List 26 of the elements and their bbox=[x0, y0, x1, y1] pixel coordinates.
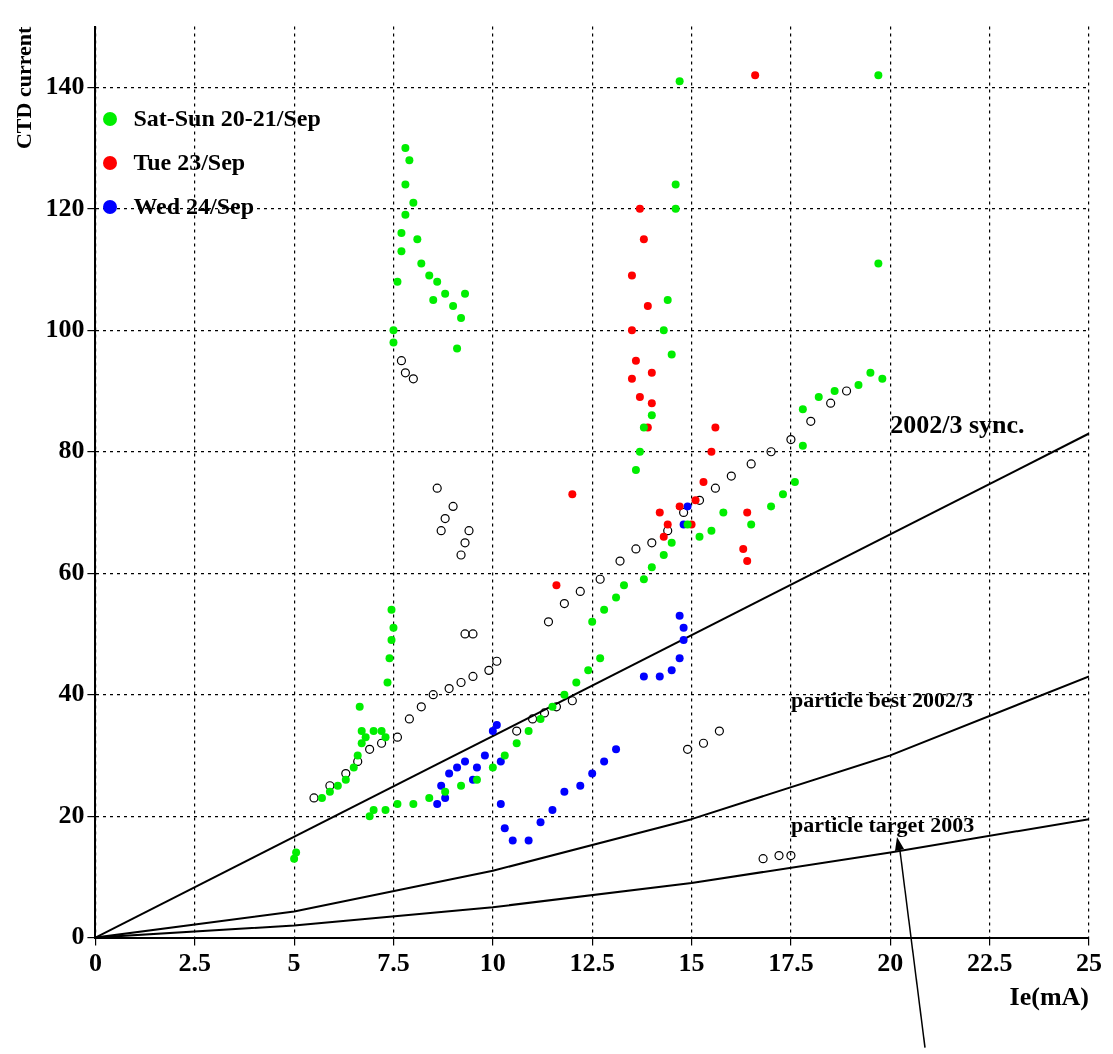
x-tick-label: 17.5 bbox=[768, 947, 814, 977]
annotation: particle best 2002/3 bbox=[790, 687, 974, 713]
legend-label: Wed 24/Sep bbox=[133, 193, 255, 221]
y-tick-label: 100 bbox=[45, 313, 85, 343]
y-tick-label: 60 bbox=[58, 556, 85, 586]
x-tick-label: 10 bbox=[479, 947, 506, 977]
annotation: 2002/3 sync. bbox=[890, 410, 1025, 439]
x-tick-label: 12.5 bbox=[569, 947, 615, 977]
y-tick-label: 140 bbox=[45, 71, 85, 101]
x-tick-label: 22.5 bbox=[966, 947, 1013, 977]
x-tick-label: 25 bbox=[1076, 947, 1102, 977]
y-tick-label: 120 bbox=[45, 192, 85, 222]
x-tick-label: 15 bbox=[678, 947, 705, 977]
x-tick-label: 5 bbox=[287, 947, 301, 977]
y-axis-title: CTD current bbox=[10, 25, 36, 150]
x-tick-label: 2.5 bbox=[178, 947, 212, 977]
y-tick-label: 20 bbox=[58, 799, 85, 829]
y-tick-label: 0 bbox=[71, 921, 85, 951]
y-tick-label: 40 bbox=[58, 678, 85, 708]
annotation: particle target 2003 bbox=[790, 812, 975, 838]
y-tick-label: 80 bbox=[58, 435, 85, 465]
legend-label: Sat-Sun 20-21/Sep bbox=[133, 105, 321, 133]
x-axis-title: Ie(mA) bbox=[1009, 982, 1089, 1012]
legend-label: Tue 23/Sep bbox=[133, 149, 246, 177]
x-tick-label: 20 bbox=[877, 947, 904, 977]
x-tick-label: 7.5 bbox=[377, 947, 410, 977]
